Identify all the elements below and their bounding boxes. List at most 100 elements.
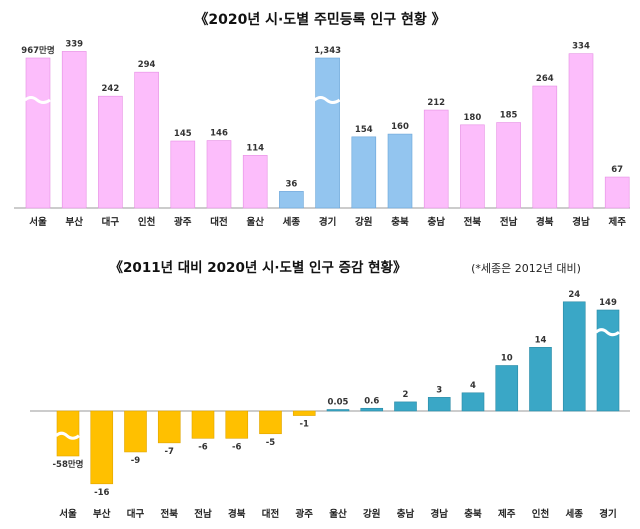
chart1-bar-12 [460, 124, 485, 209]
chart1-tick-8: 경기 [319, 216, 336, 228]
chart2-tick-14: 인천 [532, 509, 549, 520]
chart1-value-label-10: 160 [391, 122, 409, 132]
chart2-value-label-16: 149 [599, 298, 617, 308]
chart2-tick-9: 강원 [363, 508, 380, 520]
chart2-bar-3 [157, 410, 181, 444]
chart1-tick-13: 전남 [500, 216, 518, 228]
chart2-value-label-0: -58만명 [53, 459, 84, 470]
chart2-value-label-1: -16 [94, 488, 109, 498]
chart2-tick-13: 제주 [498, 508, 516, 520]
chart2-value-label-2: -9 [131, 456, 141, 466]
chart1-tick-12: 전북 [464, 216, 482, 228]
chart2-value-label-10: 2 [403, 390, 409, 400]
chart1-value-label-0: 967만명 [21, 45, 54, 56]
chart1-value-label-12: 180 [464, 113, 482, 123]
chart1-value-label-7: 36 [285, 179, 297, 189]
chart2-bar-1 [90, 410, 114, 485]
chart2-value-label-14: 14 [535, 335, 547, 345]
chart2-tick-8: 울산 [329, 508, 347, 520]
chart2-title: 《2011년 대비 2020년 시·도별 인구 증감 현황》 [110, 259, 407, 276]
chart1-axis-break-8 [313, 96, 341, 104]
chart2-value-label-3: -7 [165, 447, 175, 457]
chart1-value-label-11: 212 [427, 98, 445, 108]
chart2-bar-12 [461, 392, 485, 412]
chart2-bar-11 [427, 397, 451, 412]
chart2-bar-4 [191, 410, 215, 439]
chart1-tick-9: 강원 [355, 216, 372, 228]
chart2-tick-12: 충북 [464, 508, 482, 520]
chart1-tick-10: 충북 [391, 216, 409, 228]
chart1-title: 《2020년 시·도별 주민등록 인구 현황 》 [194, 11, 445, 28]
chart1-value-label-6: 114 [246, 143, 264, 153]
chart2-value-label-11: 3 [436, 385, 442, 395]
chart2-bar-13 [495, 365, 519, 412]
chart1-tick-5: 대전 [210, 216, 227, 228]
chart1-value-label-9: 154 [355, 125, 373, 135]
chart2-value-label-4: -6 [198, 442, 208, 452]
chart1-tick-11: 충남 [427, 216, 445, 228]
chart2-bar-6 [259, 410, 282, 435]
chart1-bar-11 [423, 109, 449, 209]
chart2-bar-10 [394, 401, 417, 412]
chart1-bar-0 [25, 57, 51, 209]
chart2-tick-3: 전북 [161, 508, 179, 520]
chart2-bar-7 [292, 410, 316, 416]
chart1-bar-5 [206, 140, 232, 209]
chart1-tick-1: 부산 [65, 216, 83, 228]
chart2-tick-4: 전남 [194, 508, 212, 520]
chart2-value-label-9: 0.6 [364, 396, 379, 406]
chart2-value-label-7: -1 [300, 420, 310, 430]
chart1-bar-3 [134, 71, 159, 209]
chart1-bar-6 [242, 155, 268, 209]
chart2-tick-10: 충남 [397, 508, 415, 520]
chart1-value-label-2: 242 [102, 84, 120, 94]
chart1-value-label-13: 185 [500, 111, 518, 121]
chart1-value-label-15: 334 [572, 42, 590, 52]
chart2-bar-15 [562, 301, 586, 412]
chart1-bar-1 [61, 51, 87, 209]
chart1-bar-7 [279, 191, 304, 209]
chart1-tick-15: 경남 [572, 216, 590, 228]
chart1-value-label-5: 146 [210, 129, 228, 139]
chart2-value-label-6: -5 [266, 438, 276, 448]
chart1-tick-7: 세종 [283, 216, 301, 228]
chart1-bar-2 [98, 95, 123, 209]
chart2-tick-1: 부산 [93, 508, 111, 520]
chart2-tick-7: 광주 [296, 508, 314, 520]
chart2-bar-5 [225, 410, 249, 439]
chart1-tick-4: 광주 [174, 216, 192, 228]
chart2-bar-14 [529, 346, 552, 412]
chart1-tick-16: 제주 [608, 216, 626, 228]
chart2-value-label-15: 24 [568, 290, 580, 300]
chart2-bar-8 [326, 409, 350, 412]
chart1-bar-14 [532, 85, 558, 209]
chart2-tick-2: 대구 [127, 508, 145, 520]
chart2-value-label-12: 4 [470, 381, 476, 391]
chart2-value-label-8: 0.05 [328, 398, 349, 408]
chart2-tick-16: 경기 [599, 508, 616, 520]
chart1-tick-3: 인천 [138, 217, 155, 228]
chart1-tick-0: 서울 [29, 216, 47, 228]
chart1-value-label-16: 67 [611, 165, 623, 175]
chart2-value-label-13: 10 [501, 354, 513, 364]
chart1-value-label-14: 264 [536, 74, 554, 84]
chart2-axis-break-16 [594, 328, 620, 337]
chart2-tick-6: 대전 [262, 508, 279, 520]
chart2-axis-break-0 [54, 431, 80, 440]
chart1-axis-break-0 [24, 96, 51, 104]
chart1-tick-6: 울산 [246, 216, 264, 228]
chart2-bar-16 [596, 309, 620, 412]
chart1-value-label-4: 145 [174, 129, 192, 139]
chart1-bar-13 [496, 122, 521, 209]
chart1-value-label-1: 339 [65, 39, 83, 49]
chart2-value-label-5: -6 [232, 442, 242, 452]
chart2-tick-0: 서울 [59, 508, 77, 520]
chart1-bar-16 [604, 176, 630, 209]
chart1-tick-14: 경북 [536, 216, 554, 228]
chart1-tick-2: 대구 [102, 216, 120, 228]
chart2-tick-11: 경남 [431, 508, 449, 520]
chart1-bar-15 [568, 53, 594, 209]
